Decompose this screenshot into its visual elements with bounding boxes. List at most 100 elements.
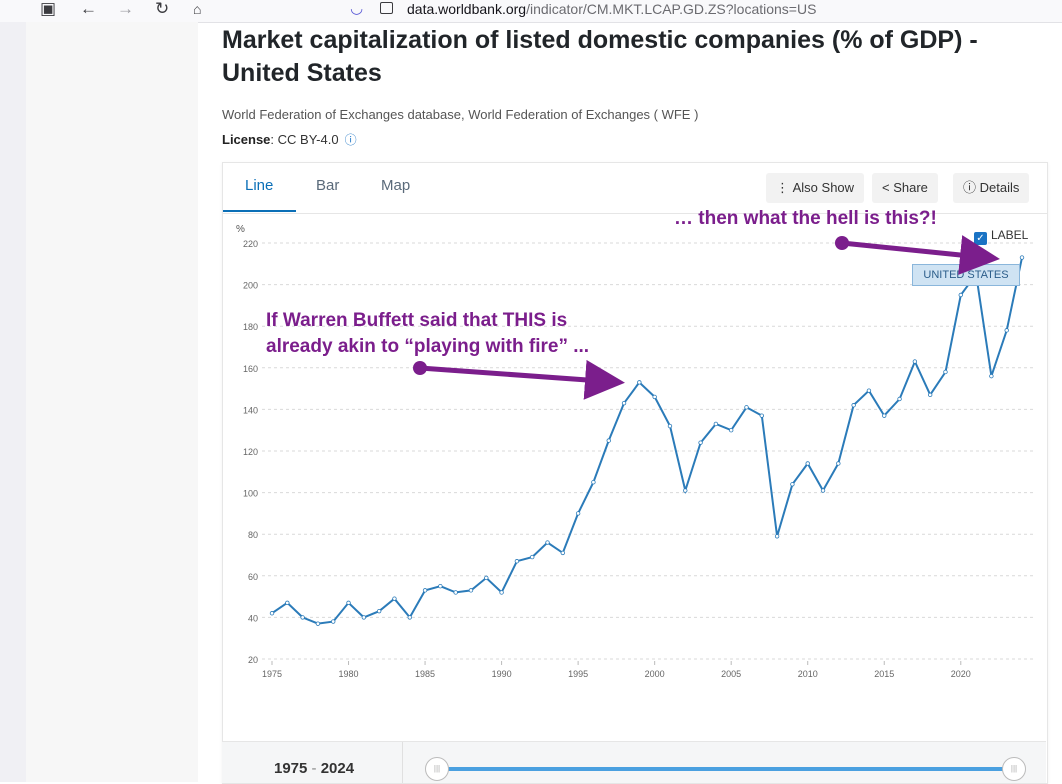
data-point[interactable] (637, 380, 642, 385)
chart-tabs: Line Bar Map ⋮ Also Show < Share ⓘ Detai… (223, 163, 1047, 214)
data-point[interactable] (683, 488, 688, 493)
data-point[interactable] (652, 394, 657, 400)
data-point[interactable] (713, 421, 719, 427)
data-point[interactable] (897, 396, 902, 402)
x-tick-label: 2010 (798, 669, 818, 679)
data-point[interactable] (667, 423, 673, 429)
x-tick-label: 1980 (339, 669, 359, 679)
data-point[interactable] (514, 559, 520, 564)
data-point[interactable] (1004, 328, 1009, 333)
checkbox-checked-icon[interactable]: ✓ (974, 232, 987, 245)
data-point[interactable] (438, 584, 443, 589)
slider-handle-end[interactable]: ||| (1002, 757, 1026, 781)
forward-icon[interactable]: → (117, 0, 134, 18)
info-circle-icon: ⓘ (963, 180, 977, 195)
data-point[interactable] (392, 596, 397, 601)
tab-line[interactable]: Line (245, 177, 274, 194)
info-icon[interactable]: ⓘ (344, 133, 357, 147)
data-point[interactable] (499, 590, 504, 595)
tab-bar[interactable]: Bar (316, 177, 340, 194)
y-tick-label: 180 (243, 322, 258, 332)
data-point[interactable] (943, 369, 948, 375)
y-tick-label: 60 (248, 572, 258, 582)
data-point[interactable] (376, 608, 382, 614)
x-tick-label: 2020 (951, 669, 971, 679)
x-tick-label: 1995 (568, 669, 588, 679)
data-point[interactable] (530, 554, 535, 560)
data-point[interactable] (545, 540, 550, 545)
data-point[interactable] (300, 615, 305, 620)
y-tick-label: 140 (243, 405, 258, 415)
data-point[interactable] (882, 413, 887, 418)
data-point[interactable] (728, 427, 734, 433)
x-tick-label: 2005 (721, 669, 741, 679)
data-point[interactable] (958, 292, 963, 298)
home-icon[interactable]: ⌂ (193, 1, 202, 17)
reload-icon[interactable]: ↻ (155, 0, 170, 18)
active-tab-indicator (223, 210, 296, 212)
slider-track[interactable] (436, 767, 1014, 771)
data-point[interactable] (927, 392, 933, 398)
details-button[interactable]: ⓘ Details (953, 173, 1030, 203)
also-show-button[interactable]: ⋮ Also Show (766, 173, 865, 203)
data-point[interactable] (453, 590, 458, 595)
sidebar-toggle-icon[interactable]: ▣ (40, 0, 57, 18)
chart-card: Line Bar Map ⋮ Also Show < Share ⓘ Detai… (222, 162, 1048, 784)
data-point[interactable] (575, 511, 581, 516)
data-point[interactable] (1019, 255, 1025, 260)
y-tick-label: 20 (248, 655, 258, 665)
series-line-united-states (271, 257, 1023, 625)
url-text: data.worldbank.org/indicator/CM.MKT.LCAP… (407, 1, 817, 17)
data-point[interactable] (606, 438, 611, 443)
address-bar[interactable]: ◡ data.worldbank.org/indicator/CM.MKT.LC… (350, 0, 1050, 20)
y-tick-label: 120 (243, 447, 258, 457)
data-point[interactable] (621, 400, 627, 406)
lock-icon (380, 2, 393, 14)
x-axis: 1975 1980 1985 1990 1995 2000 2005 2010 2015 2020 (262, 661, 971, 679)
data-point[interactable] (484, 575, 489, 581)
y-axis: 20 40 60 80 100 120 140 160 180 200 220 (243, 239, 258, 665)
series-points (269, 255, 1025, 626)
data-point[interactable] (285, 600, 290, 606)
data-point[interactable] (759, 413, 764, 418)
data-point[interactable] (422, 588, 428, 593)
data-point[interactable] (591, 480, 596, 485)
browser-gutter (0, 22, 26, 782)
data-point[interactable] (790, 482, 795, 487)
data-point[interactable] (851, 403, 856, 408)
data-point[interactable] (468, 588, 474, 593)
data-point[interactable] (866, 388, 872, 393)
license-line: License: CC BY-4.0 ⓘ (222, 131, 357, 148)
data-point[interactable] (269, 611, 275, 616)
label-toggle[interactable]: ✓ LABEL (974, 228, 1028, 245)
data-point[interactable] (774, 534, 780, 539)
back-icon[interactable]: ← (80, 0, 97, 18)
data-point[interactable] (346, 600, 351, 606)
tab-map[interactable]: Map (381, 177, 411, 194)
year-range-slider: 1975 - 2024 ||| ||| (222, 741, 1046, 783)
more-vertical-icon: ⋮ (776, 180, 789, 195)
data-point[interactable] (331, 619, 336, 624)
data-point[interactable] (836, 461, 841, 466)
chart-grid (262, 242, 1036, 660)
data-point[interactable] (912, 359, 918, 364)
data-point[interactable] (407, 615, 412, 620)
y-tick-label: 80 (248, 530, 258, 540)
shield-icon: ◡ (350, 0, 364, 17)
data-point[interactable] (560, 550, 566, 556)
x-tick-label: 2015 (874, 669, 894, 679)
y-tick-label: 160 (243, 364, 258, 374)
data-point[interactable] (315, 621, 321, 626)
data-point[interactable] (744, 405, 749, 410)
data-point[interactable] (989, 373, 994, 379)
country-label-tag: UNITED STATES (912, 264, 1020, 286)
data-point[interactable] (820, 488, 826, 493)
data-point[interactable] (698, 440, 703, 445)
share-icon: < (882, 180, 890, 195)
slider-handle-start[interactable]: ||| (425, 757, 449, 781)
x-tick-label: 1975 (262, 669, 282, 679)
share-button[interactable]: < Share (872, 173, 938, 203)
data-point[interactable] (361, 615, 367, 620)
data-point[interactable] (805, 461, 810, 466)
